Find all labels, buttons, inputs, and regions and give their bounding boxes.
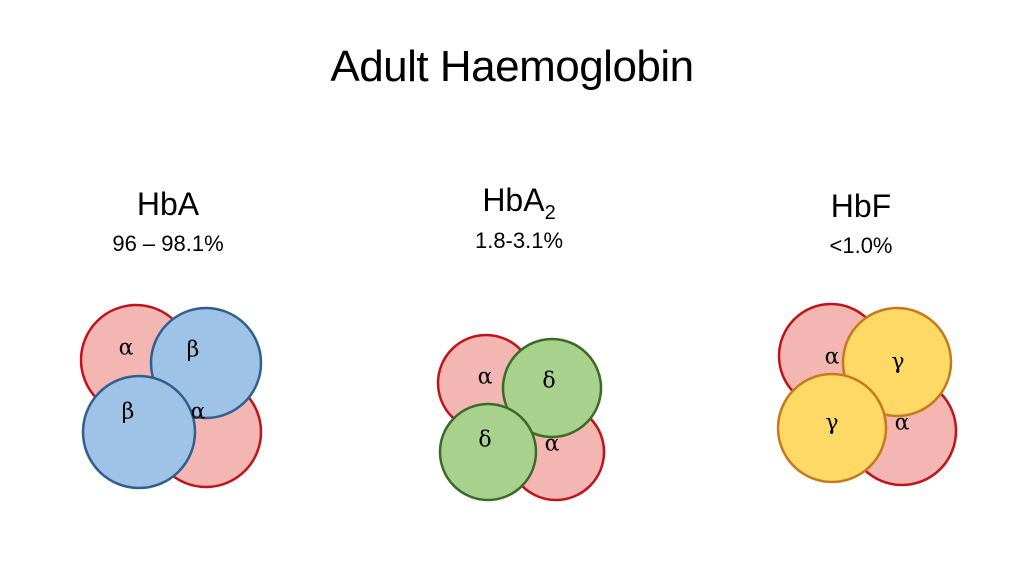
hba-beta-2-circle — [81, 374, 197, 490]
hba2-label-alpha-1: α — [478, 365, 493, 390]
hbf-tetramer: α γ γ α — [776, 302, 958, 487]
variant-name-hba: HbA — [136, 186, 200, 222]
variant-percentage-hbf: <1.0% — [829, 233, 893, 258]
hba2-delta-2-circle — [438, 402, 538, 502]
hba-label-alpha-1: α — [119, 336, 134, 361]
hba2-label-alpha-2: α — [545, 432, 560, 457]
hbf-label-gamma-2: γ — [825, 411, 838, 436]
hbf-gamma-2-circle — [776, 372, 888, 484]
variant-percentage-hba: 96 – 98.1% — [112, 231, 224, 256]
variant-percentage-hba2: 1.8-3.1% — [474, 228, 564, 253]
hbf-label-alpha-1: α — [825, 345, 840, 370]
hba-label-alpha-2: α — [191, 400, 206, 425]
hba-beta-1-circle — [149, 306, 263, 420]
hba2-delta-1-circle — [501, 337, 603, 439]
variant-name-hba2: HbA2 — [482, 182, 556, 224]
hbf-label-alpha-2: α — [895, 411, 910, 436]
hba-label-beta-2: β — [122, 400, 135, 425]
hba-label-beta-1: β — [187, 338, 200, 363]
hba2-label-delta-1: δ — [542, 369, 555, 394]
hba2-label-delta-2: δ — [478, 428, 491, 453]
hbf-label-gamma-1: γ — [891, 350, 904, 375]
variant-name-hbf: HbF — [830, 188, 892, 224]
page-title: Adult Haemoglobin — [330, 42, 694, 91]
hba-tetramer: α β β α — [79, 303, 263, 490]
hba2-tetramer: α δ δ α — [436, 333, 606, 502]
